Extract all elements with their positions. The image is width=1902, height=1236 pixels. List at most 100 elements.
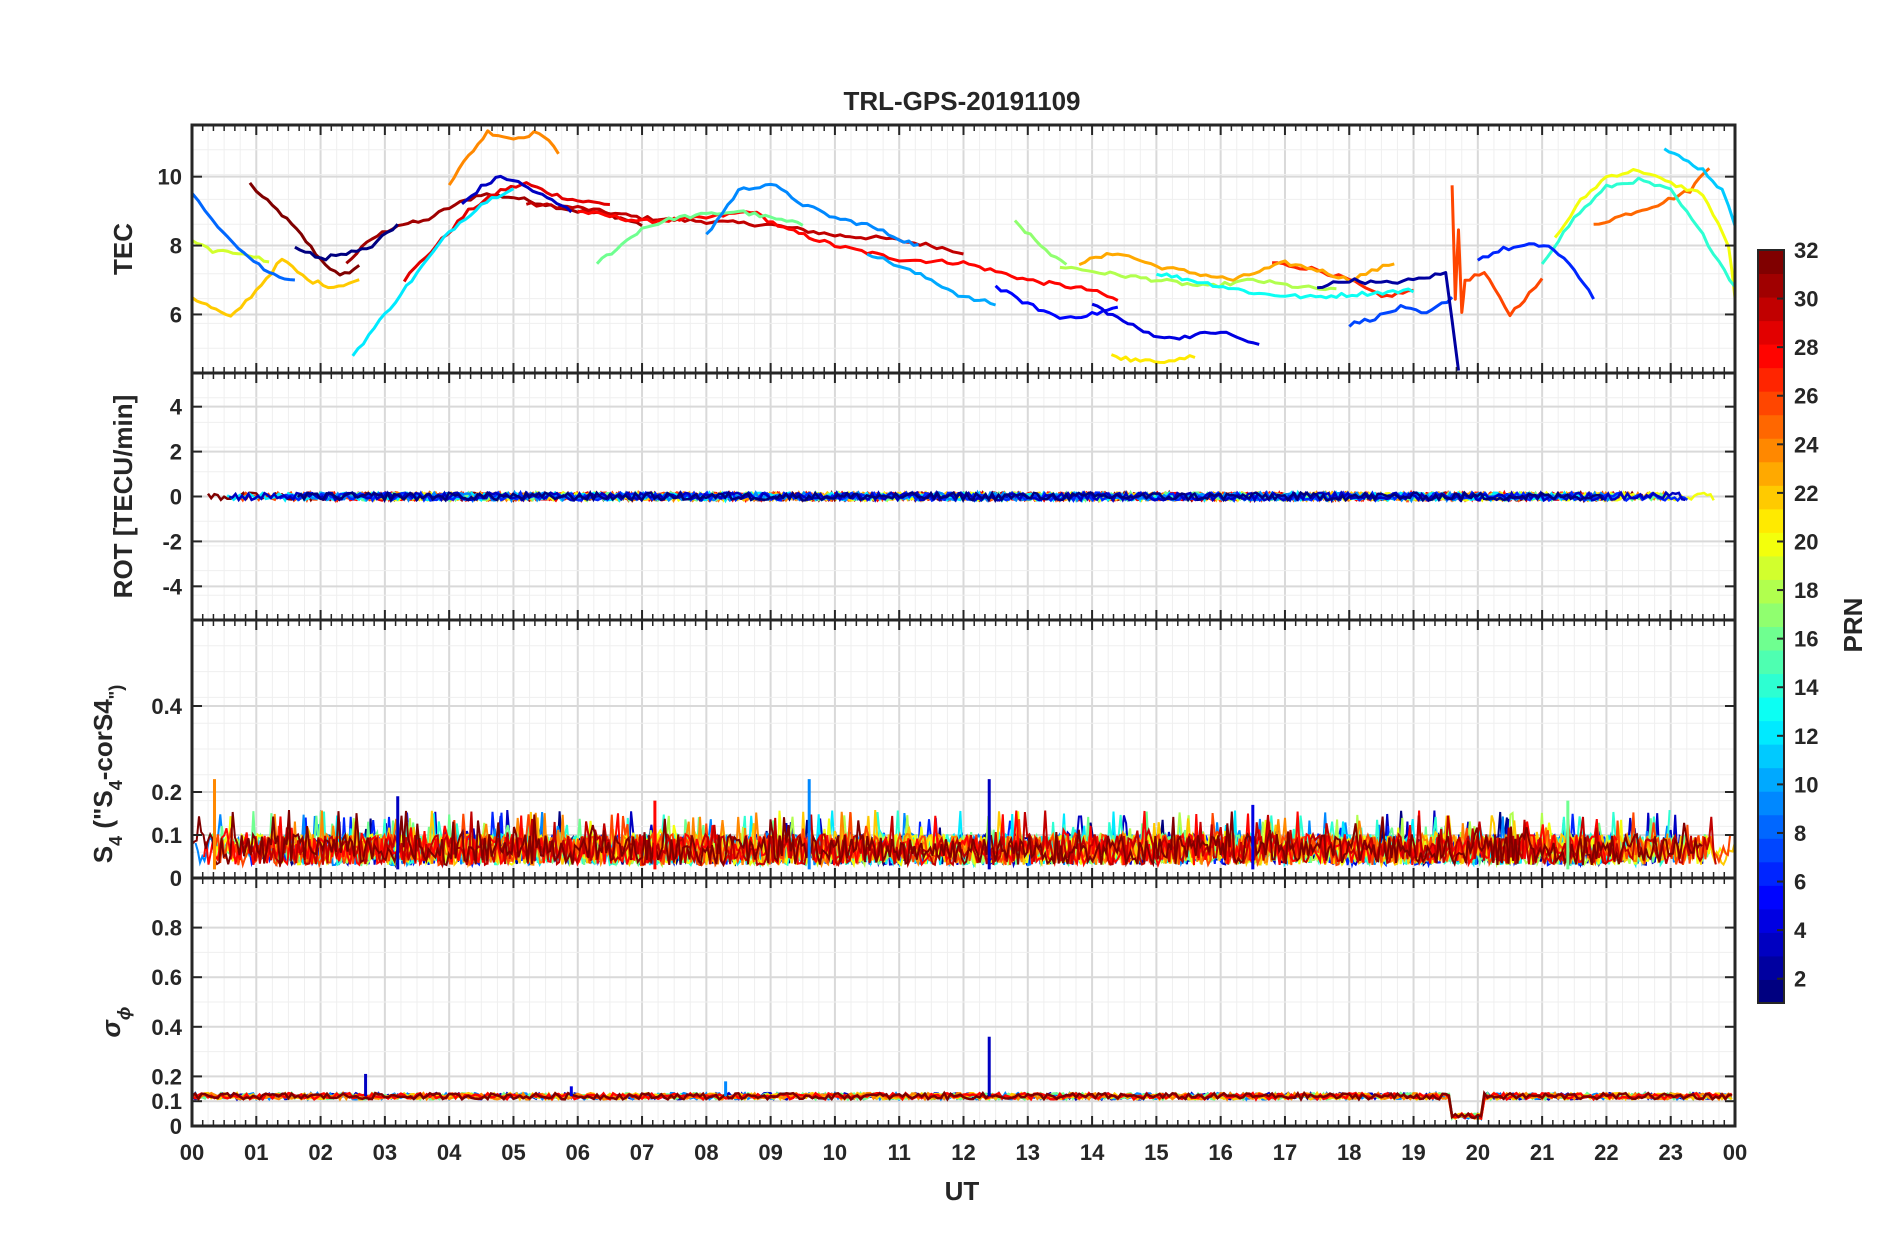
colorbar-swatch xyxy=(1758,979,1784,1004)
colorbar-tick-label: 22 xyxy=(1794,481,1818,506)
colorbar-swatch xyxy=(1758,885,1784,910)
tec-series-prn-22 xyxy=(192,257,360,318)
tec-series-prn-8 xyxy=(192,192,296,282)
colorbar-swatch xyxy=(1758,744,1784,769)
colorbar-swatch xyxy=(1758,250,1784,275)
y-tick-label: 0.4 xyxy=(151,1015,182,1040)
panel-S4: 00.10.20.4S4 ("S4-corS4") xyxy=(88,618,1737,891)
colorbar-swatch xyxy=(1758,485,1784,510)
y-tick-label: 0.2 xyxy=(151,1064,182,1089)
colorbar-swatch xyxy=(1758,297,1784,322)
colorbar-tick-label: 28 xyxy=(1794,335,1818,360)
tec-series-prn-30 xyxy=(525,201,964,256)
x-tick-label: 18 xyxy=(1337,1140,1361,1165)
x-tick-label: 16 xyxy=(1208,1140,1232,1165)
x-tick-label: 09 xyxy=(758,1140,782,1165)
colorbar-tick-label: 30 xyxy=(1794,287,1818,312)
colorbar-tick-label: 6 xyxy=(1794,870,1806,895)
y-tick-label: 0.6 xyxy=(151,965,182,990)
y-axis-label-part: ("S xyxy=(88,790,118,836)
x-tick-label: 13 xyxy=(1016,1140,1040,1165)
colorbar-tick-label: 8 xyxy=(1794,821,1806,846)
y-tick-label: 2 xyxy=(170,440,182,465)
panel-ROT: -4 -2 0 2 4 ROT [TECU/min] xyxy=(108,371,1737,622)
y-axis-label-part: ϕ xyxy=(114,1007,134,1021)
panel-data xyxy=(192,779,1735,870)
x-tick-label: 07 xyxy=(630,1140,654,1165)
y-tick-label: 4 xyxy=(170,395,183,420)
colorbar-tick-label: 20 xyxy=(1794,529,1818,554)
y-axis-label: S4 ("S4-corS4") xyxy=(88,685,126,863)
tec-series-prn-1 xyxy=(294,223,399,262)
tec-series-prn-10 xyxy=(866,252,997,307)
tec-series-prn-28 xyxy=(577,209,1119,302)
tec-series-prn-26 xyxy=(1450,185,1544,318)
x-tick-label: 23 xyxy=(1658,1140,1682,1165)
colorbar-swatch xyxy=(1758,602,1784,627)
tec-series-prn-12 xyxy=(351,187,515,357)
x-tick-label: 05 xyxy=(501,1140,525,1165)
panel-TEC: 6 8 10 TEC xyxy=(108,123,1737,375)
x-tick-label: 14 xyxy=(1080,1140,1105,1165)
colorbar-swatch xyxy=(1758,438,1784,463)
x-tick-label: 00 xyxy=(180,1140,204,1165)
x-tick-label: 17 xyxy=(1273,1140,1297,1165)
y-tick-label: 0.1 xyxy=(151,1089,182,1114)
x-tick-label: 15 xyxy=(1144,1140,1168,1165)
colorbar-label: PRN xyxy=(1838,598,1868,653)
tec-series-prn-5 xyxy=(994,284,1119,320)
y-axis-label-part: ") xyxy=(106,685,126,700)
y-tick-label: 0.4 xyxy=(151,694,182,719)
colorbar-swatch xyxy=(1758,579,1784,604)
colorbar-frame xyxy=(1757,249,1785,1004)
x-tick-label: 22 xyxy=(1594,1140,1618,1165)
colorbar-tick-label: 24 xyxy=(1794,432,1819,457)
colorbar-tick-label: 16 xyxy=(1794,627,1818,652)
colorbar-tick-label: 32 xyxy=(1794,238,1818,263)
colorbar-swatch xyxy=(1758,367,1784,392)
y-tick-label: -2 xyxy=(162,529,182,554)
panel-sigma_phi: 00.10.2 0.4 0.6 0.8 σϕ xyxy=(96,876,1737,1139)
colorbar-tick-label: 18 xyxy=(1794,578,1818,603)
y-tick-label: 0 xyxy=(170,866,182,891)
tec-series-prn-4 xyxy=(1091,302,1260,346)
colorbar-swatch xyxy=(1758,508,1784,533)
colorbar-swatch xyxy=(1758,320,1784,345)
rot-series-prn-1 xyxy=(296,490,1604,504)
colorbar-tick-label: 26 xyxy=(1794,384,1818,409)
colorbar-swatch xyxy=(1758,414,1784,439)
x-axis-tick-labels: 00 01 02 03 04 05 06 07 08 09 10 11 12 13 14 15 16 17 18 19… xyxy=(180,1140,1747,1165)
colorbar-tick-label: 2 xyxy=(1794,967,1806,992)
x-axis-label: UT xyxy=(945,1176,980,1206)
x-tick-label: 04 xyxy=(437,1140,462,1165)
y-tick-label: 0.8 xyxy=(151,916,182,941)
colorbar-swatch xyxy=(1758,908,1784,933)
y-tick-label: 8 xyxy=(170,234,182,259)
colorbar-swatch xyxy=(1758,814,1784,839)
tec-series-prn-6 xyxy=(1476,242,1595,300)
panel-data xyxy=(192,1036,1733,1121)
x-tick-label: 12 xyxy=(951,1140,975,1165)
x-tick-label: 19 xyxy=(1401,1140,1425,1165)
x-tick-label: 08 xyxy=(694,1140,718,1165)
tec-series-prn-16 xyxy=(595,209,804,265)
y-axis-label-part: 4 xyxy=(106,836,126,846)
colorbar-swatch xyxy=(1758,767,1784,792)
colorbar-swatch xyxy=(1758,273,1784,298)
tec-series-prn-20 xyxy=(1553,168,1735,299)
colorbar-swatch xyxy=(1758,838,1784,863)
y-axis-label-part: σ xyxy=(96,1018,126,1037)
tec-series-prn-19 xyxy=(192,239,270,264)
colorbar-tick-label: 4 xyxy=(1794,918,1807,943)
tec-series-prn-14 xyxy=(1540,176,1735,288)
colorbar-swatch xyxy=(1758,720,1784,745)
y-tick-label: 6 xyxy=(170,302,182,327)
colorbar-swatch xyxy=(1758,791,1784,816)
colorbar-swatch xyxy=(1758,532,1784,557)
colorbar-swatch xyxy=(1758,650,1784,675)
tec-series-prn-9 xyxy=(705,182,919,247)
y-tick-label: 0 xyxy=(170,485,182,510)
